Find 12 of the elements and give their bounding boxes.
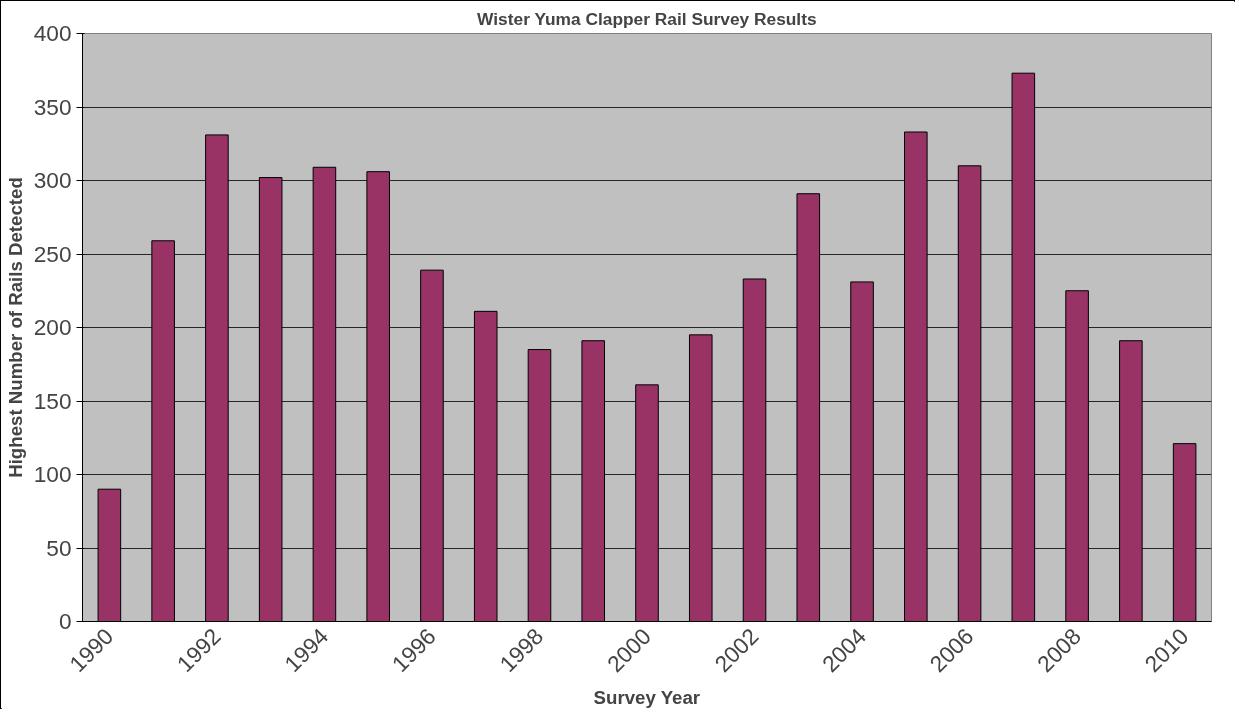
x-axis-title: Survey Year <box>593 686 701 708</box>
y-tick-label: 400 <box>33 20 72 46</box>
y-tick-label: 300 <box>33 167 72 193</box>
y-tick-label: 250 <box>33 240 72 267</box>
y-tick-label: 150 <box>33 387 72 414</box>
y-tick-label: 200 <box>33 314 72 340</box>
y-tick-label: 50 <box>46 534 72 561</box>
y-tick-label: 100 <box>33 461 72 487</box>
y-axis-title: Highest Number of Rails Detected <box>4 177 26 478</box>
chart-title: Wister Yuma Clapper Rail Survey Results <box>477 8 817 29</box>
y-tick-label: 350 <box>33 93 72 120</box>
y-tick-label: 0 <box>58 608 72 634</box>
